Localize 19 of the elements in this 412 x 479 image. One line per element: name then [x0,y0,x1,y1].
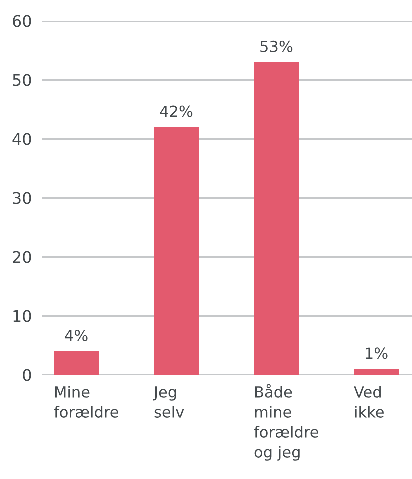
x-tick-label: Både mine forældre og jeg [254,384,318,461]
data-label: 1% [366,348,388,360]
data-label: 4% [65,330,88,342]
y-tick-label: 20 [13,251,32,264]
y-tick-label: 50 [13,74,32,86]
y-tick-label: 0 [23,369,32,382]
y-tick-label: 60 [13,15,32,28]
bar [54,351,99,375]
bar [254,62,299,375]
bar [354,369,399,375]
y-tick-label: 10 [14,310,32,322]
x-tick-label: Ved ikke [354,386,384,418]
data-label: 53% [260,40,293,52]
data-label: 42% [160,106,193,118]
y-tick-label: 40 [12,133,32,146]
bar [154,127,199,375]
y-tick-label: 30 [13,192,32,204]
x-tick-label: Jeg selv [153,386,184,418]
x-tick-label: Mine forældre [54,386,118,418]
